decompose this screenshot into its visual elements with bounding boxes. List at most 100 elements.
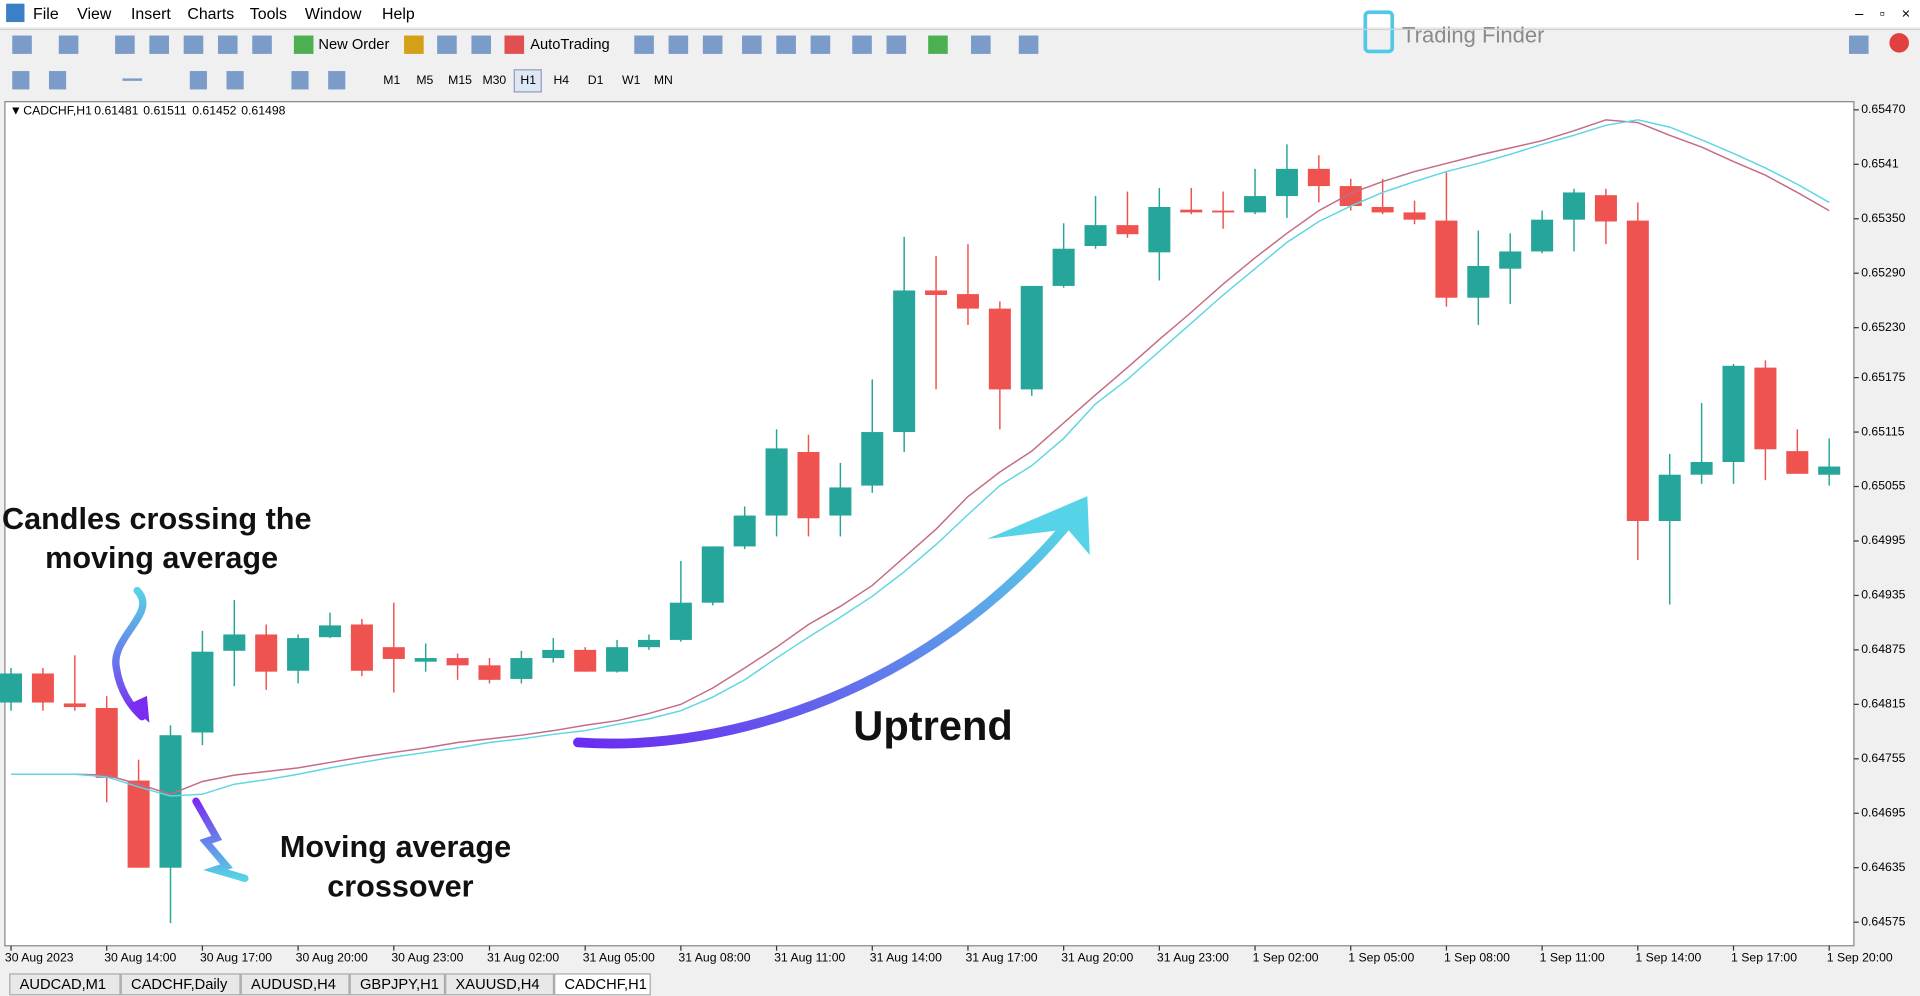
candle-body [1499, 251, 1522, 269]
tab[interactable] [240, 973, 350, 996]
timeframe-button[interactable]: M5 [416, 73, 433, 87]
annotation: Candles crossing the [2, 502, 312, 536]
annotation: Moving average [280, 830, 511, 864]
toolbar-button[interactable]: AutoTrading [530, 37, 609, 53]
y-tick-label: 0.64575 [1861, 914, 1905, 928]
x-tick-label: 31 Aug 23:00 [1157, 950, 1229, 964]
candle-body [1467, 265, 1490, 298]
symbol-arrow: ▼ [10, 104, 22, 118]
tabs: AUDCAD,M1 CADCHF,Daily AUDUSD,H4 GBPJPY,H1 X… [9, 973, 651, 996]
x-tick-label: 31 Aug 02:00 [487, 950, 559, 964]
annotation: crossover [327, 869, 473, 903]
candle-body [382, 647, 405, 659]
x-tick-label: 30 Aug 23:00 [391, 950, 463, 964]
tab[interactable] [445, 973, 555, 996]
timeframe-button[interactable]: M1 [383, 73, 400, 87]
timeframe-button[interactable]: M30 [482, 73, 506, 87]
x-tick-label: 1 Sep 20:00 [1827, 950, 1893, 964]
quote-value: 0.61511 [143, 104, 187, 118]
candle-body [127, 780, 150, 868]
candle-body [1052, 248, 1075, 286]
candle-body [925, 290, 948, 296]
symbol: CADCHF,H1 [23, 104, 92, 118]
menu-item[interactable]: View [77, 6, 112, 23]
candle-body [159, 735, 182, 868]
candle-body [287, 638, 310, 671]
x-tick-label: 1 Sep 11:00 [1540, 950, 1605, 964]
tab[interactable] [120, 973, 241, 996]
toolbar-icons [12, 33, 1909, 90]
menu-item[interactable]: File [33, 6, 59, 23]
candle-body [1275, 168, 1298, 197]
y-tick-label: 0.6541 [1861, 157, 1899, 171]
candle-body [733, 515, 756, 547]
annotation-arrows [112, 496, 1090, 883]
tab-label[interactable]: GBPJPY,H1 [360, 977, 439, 993]
candle-body [510, 658, 533, 679]
menu: File View Insert Charts Tools Window Help [33, 6, 415, 23]
x-tick-label: 30 Aug 14:00 [104, 950, 176, 964]
candle-body [478, 665, 501, 680]
y-tick-label: 0.65290 [1861, 265, 1905, 279]
y-tick-label: 0.65055 [1861, 479, 1905, 493]
quote-value: 0.61452 [192, 104, 236, 118]
candle-body [1563, 192, 1586, 220]
menu-item[interactable]: Help [382, 6, 415, 23]
candle-body [223, 634, 246, 651]
menu-bar [0, 0, 1920, 27]
menu-item[interactable]: Charts [187, 6, 234, 23]
timeframe-button[interactable]: D1 [588, 73, 604, 87]
candle-body [1690, 462, 1713, 475]
candle-body [318, 625, 342, 638]
timeframe-button[interactable]: W1 [622, 73, 641, 87]
candle-body [1435, 220, 1458, 298]
timeframe-button[interactable]: H4 [553, 73, 569, 87]
x-tick-label: 1 Sep 08:00 [1444, 950, 1510, 964]
toolbar-button[interactable]: New Order [318, 37, 389, 53]
x-tick-label: 30 Aug 2023 [5, 950, 74, 964]
candle-body [637, 639, 660, 648]
candle-body [1786, 451, 1809, 474]
candle-body [765, 448, 788, 516]
candle-body [988, 308, 1011, 390]
tab[interactable] [554, 973, 651, 996]
candle-body [1020, 285, 1043, 390]
close[interactable]: × [1902, 7, 1911, 23]
y-tick-label: 0.64815 [1861, 697, 1905, 711]
tab-label[interactable]: XAUUSD,H4 [456, 977, 540, 993]
menu-item[interactable]: Insert [131, 6, 171, 23]
timeframe-button[interactable]: M15 [448, 73, 472, 87]
tab-label[interactable]: CADCHF,H1 [564, 977, 646, 993]
toolbar: New Order AutoTrading [318, 37, 609, 53]
menu-item[interactable]: Window [305, 6, 362, 23]
timeframe-button[interactable]: H1 [520, 73, 536, 87]
candle-body [414, 658, 437, 662]
timeframe-button[interactable]: MN [654, 73, 673, 87]
menu-item[interactable]: Tools [250, 6, 287, 23]
candle-body [1307, 168, 1330, 187]
candle-body [1212, 210, 1235, 213]
candle-body [255, 634, 278, 672]
candle-body [1244, 196, 1267, 213]
annotation: moving average [45, 541, 278, 575]
tab[interactable] [349, 973, 446, 996]
timeframes: M1 M5 M15 M30 H1 H4 D1 W1 MN [383, 69, 673, 93]
y-tick-label: 0.64695 [1861, 805, 1905, 819]
y-tick-label: 0.64635 [1861, 860, 1905, 874]
x-tick-label: 1 Sep 02:00 [1253, 950, 1319, 964]
y-tick-label: 0.65470 [1861, 102, 1905, 116]
candle-body [1371, 206, 1394, 213]
x-tick-label: 31 Aug 20:00 [1061, 950, 1133, 964]
minimize[interactable]: – [1855, 7, 1864, 23]
y-tick-label: 0.65230 [1861, 320, 1905, 334]
tab-label[interactable]: AUDCAD,M1 [20, 977, 106, 993]
x-tick-label: 1 Sep 17:00 [1731, 950, 1797, 964]
tab-label[interactable]: AUDUSD,H4 [251, 977, 336, 993]
tab-label[interactable]: CADCHF,Daily [131, 977, 228, 993]
restore[interactable]: ▫ [1880, 7, 1885, 23]
moving-average [11, 119, 1830, 795]
candle-body [1403, 212, 1426, 220]
tab[interactable] [9, 973, 121, 996]
